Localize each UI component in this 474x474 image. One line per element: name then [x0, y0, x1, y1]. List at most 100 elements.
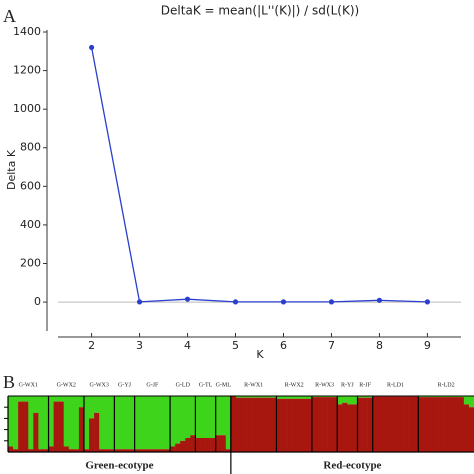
ancestry-other: [154, 396, 161, 450]
ancestry-bar: [246, 397, 252, 452]
ancestry-other: [352, 396, 358, 405]
ecotype-label: Green-ecotype: [85, 460, 153, 472]
data-point: [184, 296, 191, 302]
ancestry-bar: [256, 397, 262, 452]
ancestry-other: [438, 396, 444, 398]
ancestry-other: [311, 396, 318, 398]
ancestry-other: [58, 396, 65, 402]
ancestry-bar: [332, 397, 338, 452]
ancestry-other: [256, 396, 262, 398]
y-tick-label: 1400: [13, 25, 41, 38]
ancestry-other: [13, 396, 19, 450]
ancestry-other: [114, 396, 120, 450]
ancestry-bar: [165, 449, 171, 452]
ancestry-bar: [372, 396, 379, 452]
ancestry-bar: [448, 397, 455, 452]
ancestry-other: [241, 396, 247, 398]
ancestry-bar: [13, 449, 19, 452]
ancestry-bar: [387, 396, 394, 452]
ancestry-other: [332, 396, 338, 398]
ancestry-bar: [261, 397, 267, 452]
ancestry-bar: [281, 398, 287, 452]
ancestry-bar: [28, 449, 34, 452]
ancestry-bar: [327, 397, 333, 452]
ancestry-other: [180, 396, 186, 441]
ancestry-other: [261, 396, 267, 398]
data-point: [328, 299, 335, 305]
ancestry-bar: [352, 404, 358, 452]
x-tick-label: 7: [328, 339, 335, 352]
y-tick-label: 0: [34, 295, 41, 308]
ancestry-bar: [205, 438, 211, 452]
ancestry-bar: [154, 449, 161, 452]
y-tick-label: 1000: [13, 102, 41, 115]
ancestry-bar: [235, 397, 242, 452]
ancestry-other: [443, 396, 449, 398]
panel-label: A: [3, 6, 16, 26]
y-tick-label: 200: [20, 256, 41, 269]
y-tick-label: 600: [20, 179, 41, 192]
group-label: G-TL: [199, 382, 213, 388]
ancestry-bar: [322, 397, 328, 452]
x-axis-label: K: [256, 348, 264, 361]
group-label: G-JF: [146, 382, 159, 388]
ancestry-other: [23, 396, 29, 402]
ancestry-bar: [63, 446, 70, 452]
x-tick-label: 6: [280, 339, 287, 352]
ancestry-other: [453, 396, 460, 398]
ancestry-bar: [190, 435, 196, 452]
ancestry-bar: [428, 397, 434, 452]
ancestry-other: [28, 396, 34, 450]
x-tick-label: 3: [136, 339, 143, 352]
ancestry-bar: [311, 397, 318, 452]
ancestry-other: [246, 396, 252, 398]
ancestry-other: [175, 396, 181, 444]
panel-label: B: [3, 372, 15, 392]
group-label: R-LD1: [387, 382, 404, 388]
ancestry-other: [124, 396, 130, 450]
ancestry-other: [337, 396, 343, 405]
ancestry-other: [170, 396, 176, 447]
ancestry-other: [190, 396, 196, 436]
ancestry-bar: [149, 449, 156, 452]
ancestry-other: [134, 396, 140, 450]
ancestry-bar: [170, 446, 176, 452]
ancestry-other: [271, 396, 277, 398]
ancestry-bar: [134, 449, 140, 452]
ancestry-bar: [119, 449, 125, 452]
ancestry-other: [38, 396, 44, 450]
ancestry-other: [215, 396, 222, 436]
ancestry-other: [89, 396, 95, 419]
ancestry-bar: [443, 397, 449, 452]
ancestry-bar: [276, 398, 282, 452]
ancestry-other: [276, 396, 282, 399]
ancestry-other: [291, 396, 298, 399]
ancestry-bar: [185, 438, 191, 452]
ancestry-bar: [124, 449, 130, 452]
ancestry-bar: [357, 397, 363, 452]
ancestry-bar: [73, 449, 80, 452]
ancestry-bar: [438, 397, 444, 452]
ancestry-other: [468, 396, 474, 408]
ancestry-other: [367, 396, 373, 398]
ancestry-bar: [139, 449, 146, 452]
ancestry-bar: [398, 396, 404, 452]
ancestry-bar: [175, 443, 181, 452]
ancestry-other: [251, 396, 257, 398]
ancestry-bar: [68, 449, 75, 452]
data-point: [88, 44, 95, 51]
ancestry-bar: [200, 438, 206, 452]
x-tick-label: 4: [184, 339, 191, 352]
ancestry-other: [8, 396, 14, 447]
ancestry-other: [53, 396, 59, 402]
x-tick-label: 5: [232, 339, 239, 352]
ancestry-bar: [144, 449, 151, 452]
ancestry-bar: [468, 407, 474, 452]
ancestry-bar: [418, 397, 424, 452]
ancestry-other: [342, 396, 348, 403]
ancestry-other: [362, 396, 368, 398]
ancestry-bar: [342, 402, 348, 452]
ancestry-other: [322, 396, 328, 398]
ancestry-bar: [104, 449, 110, 452]
ancestry-bar: [251, 397, 257, 452]
